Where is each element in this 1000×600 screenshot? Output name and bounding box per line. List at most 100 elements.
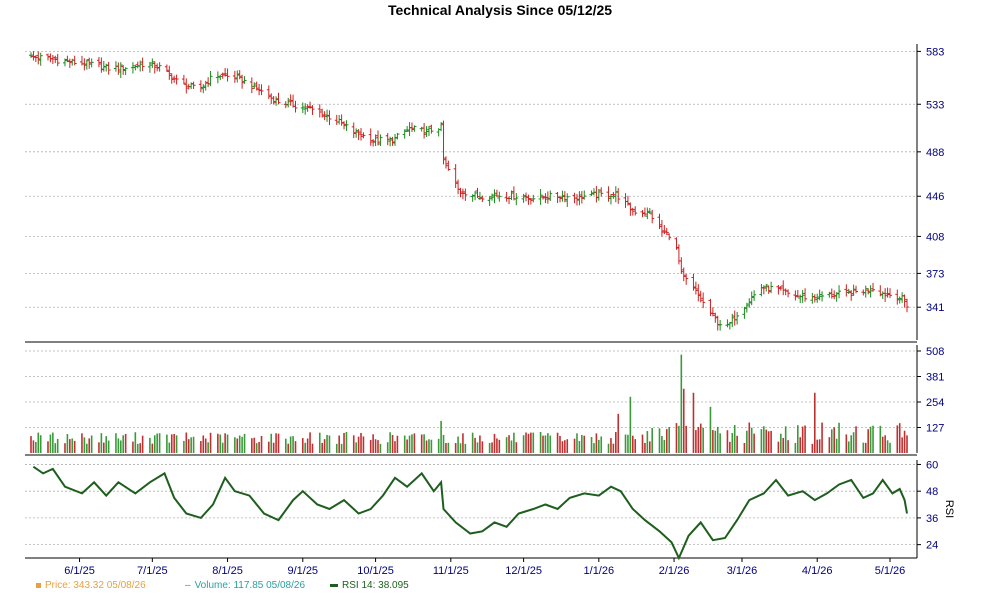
volume-bar <box>100 433 103 453</box>
volume-bar <box>49 434 52 453</box>
ohlc-bar <box>846 288 851 294</box>
volume-bar <box>549 435 552 453</box>
ohlc-bar <box>594 185 599 203</box>
volume-bar <box>515 442 518 453</box>
volume-bar <box>379 443 382 453</box>
volume-bar <box>56 438 59 453</box>
ohlc-bar <box>215 71 220 84</box>
volume-bar <box>360 432 362 453</box>
volume-bar <box>200 441 202 453</box>
ohlc-bar <box>439 122 444 132</box>
volume-bar <box>132 441 134 453</box>
ohlc-bar <box>123 67 128 76</box>
volume-bar <box>867 429 869 453</box>
volume-bar <box>391 434 394 453</box>
rsi-legend-text: RSI 14: 38.095 <box>342 580 409 591</box>
volume-bar <box>321 442 323 453</box>
ohlc-bar <box>599 187 604 197</box>
volume-bar <box>343 432 345 453</box>
volume-bar <box>598 439 600 453</box>
ohlc-bar <box>371 139 376 147</box>
ohlc-bar <box>356 129 361 141</box>
volume-bar <box>117 438 120 453</box>
ohlc-bar <box>322 111 327 121</box>
ohlc-bar <box>625 195 630 206</box>
ohlc-bar <box>325 109 330 122</box>
ohlc-bar <box>693 281 698 295</box>
ohlc-bar <box>596 188 601 201</box>
volume-bar <box>260 435 263 453</box>
price-tick-label: 408 <box>926 231 944 243</box>
ohlc-bar <box>565 193 570 208</box>
volume-bar <box>318 432 321 453</box>
ohlc-bar <box>541 195 546 200</box>
ohlc-bar <box>718 319 723 331</box>
ohlc-bar <box>608 194 613 205</box>
ohlc-bar <box>385 133 390 146</box>
ohlc-bar <box>152 61 157 74</box>
ohlc-bar <box>606 186 611 202</box>
volume-bar <box>377 440 379 453</box>
price-tick-label: 488 <box>926 147 944 159</box>
ohlc-bar <box>691 273 696 291</box>
volume-bar <box>682 388 685 453</box>
price-tick-label: 533 <box>926 99 944 111</box>
volume-bar <box>746 430 748 453</box>
ohlc-bar <box>759 283 764 297</box>
ohlc-bar <box>198 80 203 93</box>
volume-bar <box>183 440 185 453</box>
volume-bar <box>644 442 646 453</box>
ohlc-bar <box>118 62 123 79</box>
rsi-line <box>32 465 908 561</box>
ohlc-bar <box>701 292 706 309</box>
volume-bar <box>158 433 161 453</box>
volume-bar <box>153 435 156 453</box>
volume-bar <box>362 436 365 453</box>
x-tick-label: 7/1/25 <box>137 565 168 577</box>
volume-bar <box>811 443 814 453</box>
volume-bar <box>115 433 117 453</box>
ohlc-bar <box>834 292 839 302</box>
ohlc-bar <box>752 290 757 301</box>
volume-bar <box>408 435 411 453</box>
ohlc-bar <box>766 285 771 294</box>
ohlc-bar <box>710 307 715 317</box>
volume-bar <box>559 435 561 453</box>
ohlc-bar <box>29 52 33 58</box>
volume-bar <box>170 434 173 453</box>
volume-bar <box>884 435 886 453</box>
ohlc-bar <box>642 207 647 217</box>
volume-bar <box>83 437 86 453</box>
volume-bar <box>508 435 510 453</box>
ohlc-bar <box>897 296 902 304</box>
volume-bar <box>617 413 620 453</box>
ohlc-bar <box>288 94 293 106</box>
volume-bar <box>124 433 127 453</box>
volume-bar <box>505 437 508 453</box>
ohlc-bar <box>147 61 152 73</box>
volume-bar <box>396 435 399 453</box>
volume-bar <box>445 443 447 453</box>
volume-bar <box>440 420 442 453</box>
volume-bar <box>731 432 734 453</box>
volume-bar <box>411 434 413 453</box>
ohlc-bar <box>463 188 468 201</box>
ohlc-bar <box>473 191 478 201</box>
volume-bar <box>272 442 275 453</box>
ohlc-bar <box>800 290 805 303</box>
ohlc-bar <box>514 193 519 206</box>
ohlc-bar <box>456 179 461 195</box>
ohlc-bar <box>674 237 679 250</box>
volume-bar <box>474 437 476 453</box>
ohlc-bar <box>562 191 567 203</box>
ohlc-bar <box>31 51 36 61</box>
volume-bar <box>627 434 629 453</box>
ohlc-bar <box>376 130 381 146</box>
ohlc-bar <box>266 85 271 100</box>
volume-bar <box>241 436 243 453</box>
volume-bar <box>221 442 224 453</box>
ohlc-bar <box>742 306 747 319</box>
ohlc-bar <box>543 193 548 204</box>
price-legend-swatch <box>36 582 41 588</box>
ohlc-bar <box>696 284 701 302</box>
